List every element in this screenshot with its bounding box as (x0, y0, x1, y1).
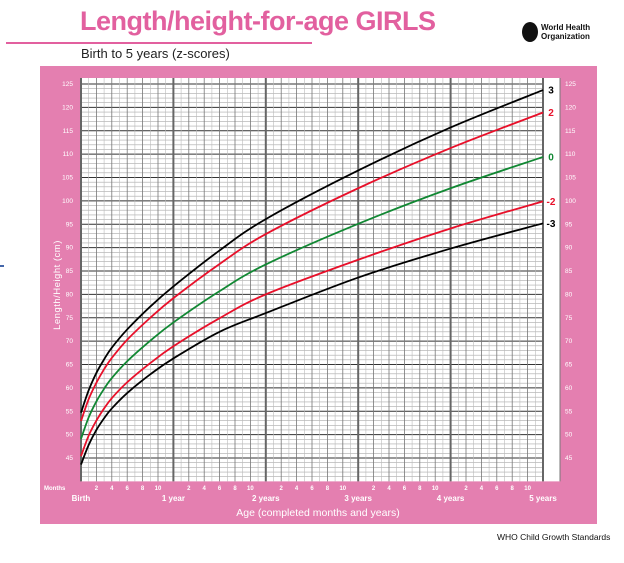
z-curve-3 (80, 89, 544, 413)
y-tick-label-right: 65 (565, 362, 573, 369)
year-tick-label: 4 years (437, 494, 465, 503)
year-tick-label: 1 year (162, 494, 185, 503)
y-tick-label-right: 55 (565, 408, 573, 415)
y-tick-label-left: 110 (63, 151, 74, 158)
month-tick-label: 4 (387, 486, 391, 492)
month-tick-label: 10 (155, 486, 162, 492)
month-tick-label: 8 (511, 486, 515, 492)
month-tick-label: 4 (203, 486, 207, 492)
y-tick-label-right: 70 (565, 338, 573, 345)
y-tick-label-left: 60 (66, 385, 74, 392)
z-curve--2 (80, 200, 544, 457)
y-tick-label-right: 125 (565, 81, 576, 88)
year-tick-label: 5 years (529, 494, 557, 503)
y-tick-label-right: 105 (565, 175, 576, 182)
y-axis-label: Length/Height (cm) (52, 240, 63, 330)
month-tick-label: 8 (233, 486, 237, 492)
month-tick-label: 4 (480, 486, 484, 492)
z-label--3: -3 (547, 219, 556, 230)
month-tick-label: 8 (418, 486, 422, 492)
y-tick-label-left: 55 (66, 408, 74, 415)
month-tick-label: 4 (295, 486, 299, 492)
month-tick-label: 6 (126, 486, 130, 492)
who-logo: World Health Organization (522, 22, 590, 42)
x-axis-label: Age (completed months and years) (236, 507, 399, 519)
y-tick-label-left: 115 (63, 128, 74, 135)
y-tick-label-left: 105 (62, 175, 73, 182)
y-tick-label-left: 120 (62, 104, 73, 111)
month-tick-label: 6 (495, 486, 499, 492)
month-tick-label: 6 (403, 486, 407, 492)
y-tick-label-right: 85 (565, 268, 573, 275)
z-label-2: 2 (548, 108, 554, 119)
y-tick-label-left: 70 (66, 338, 74, 345)
month-tick-label: 2 (372, 486, 376, 492)
month-tick-label: 8 (141, 486, 145, 492)
month-tick-label: 6 (218, 486, 222, 492)
y-tick-label-right: 60 (565, 385, 573, 392)
y-tick-label-left: 85 (66, 268, 74, 275)
y-tick-label-right: 80 (565, 291, 573, 298)
y-tick-label-left: 125 (62, 81, 73, 88)
y-tick-label-right: 120 (565, 104, 576, 111)
page-subtitle: Birth to 5 years (z-scores) (81, 46, 230, 61)
month-tick-label: 2 (95, 486, 99, 492)
y-tick-label-left: 95 (66, 221, 74, 228)
y-tick-label-left: 50 (66, 432, 74, 439)
page-title: Length/height-for-age GIRLS (80, 6, 436, 36)
who-emblem-icon (522, 22, 538, 42)
z-curve-0 (80, 156, 544, 440)
z-curve--3 (80, 222, 544, 465)
month-tick-label: 10 (524, 486, 531, 492)
y-tick-label-right: 75 (565, 315, 573, 322)
month-tick-label: 10 (247, 486, 254, 492)
year-tick-label: Birth (72, 494, 91, 503)
who-logo-text: World Health Organization (541, 23, 591, 41)
margin-mark (0, 265, 4, 267)
plot-area (81, 78, 560, 482)
y-tick-label-right: 110 (565, 151, 576, 158)
y-tick-label-right: 50 (565, 432, 573, 439)
z-curve-2 (80, 111, 544, 422)
z-label--2: -2 (547, 197, 556, 208)
z-label-0: 0 (548, 152, 554, 163)
footer-text: WHO Child Growth Standards (497, 532, 611, 542)
y-tick-label-right: 90 (565, 245, 573, 252)
month-tick-label: 10 (339, 486, 346, 492)
y-tick-label-right: 95 (565, 221, 573, 228)
y-tick-label-right: 115 (565, 128, 576, 135)
y-tick-label-left: 75 (66, 315, 74, 322)
z-label-3: 3 (548, 86, 554, 97)
year-tick-label: 3 years (344, 494, 372, 503)
y-tick-label-left: 65 (66, 362, 74, 369)
y-tick-label-left: 45 (66, 455, 74, 462)
months-label: Months (44, 486, 66, 492)
y-tick-label-left: 80 (66, 291, 74, 298)
month-tick-label: 6 (310, 486, 314, 492)
year-tick-label: 2 years (252, 494, 280, 503)
month-tick-label: 2 (464, 486, 468, 492)
month-tick-label: 2 (280, 486, 284, 492)
month-tick-label: 4 (110, 486, 114, 492)
y-tick-label-left: 90 (66, 245, 74, 252)
month-tick-label: 10 (432, 486, 439, 492)
month-tick-label: 2 (187, 486, 191, 492)
month-tick-label: 8 (326, 486, 330, 492)
y-tick-label-left: 100 (62, 198, 73, 205)
title-rule (6, 42, 312, 44)
y-tick-label-right: 45 (565, 455, 573, 462)
y-tick-label-right: 100 (565, 198, 576, 205)
